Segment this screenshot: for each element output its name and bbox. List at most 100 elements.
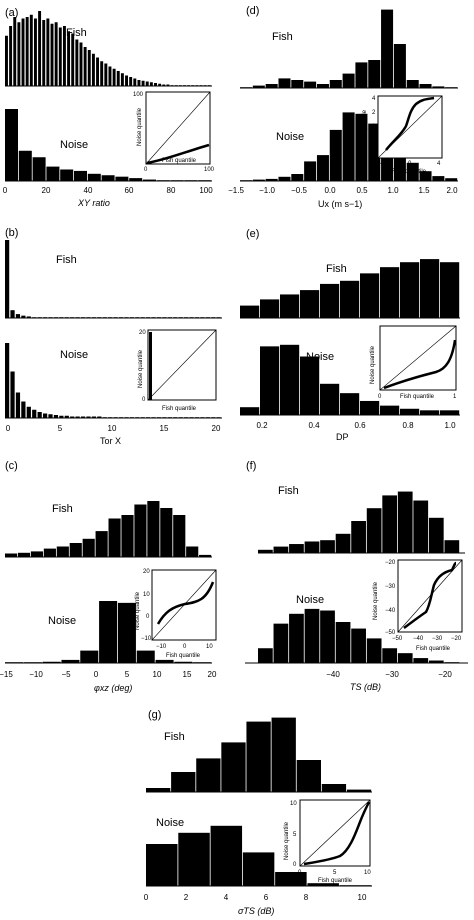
x-tick-label: −40 [326, 670, 340, 679]
inset-ylabel: Noise quantile [362, 109, 368, 148]
x-axis-label: Tor X [100, 436, 121, 446]
histogram-bar [60, 169, 74, 181]
x-tick-label: −10 [29, 670, 43, 679]
x-tick-label: 20 [212, 424, 221, 433]
noise-label: Noise [48, 615, 76, 627]
x-tick-label: −15 [0, 670, 13, 679]
histogram-bar [210, 825, 243, 886]
inset-xtick: 0 [378, 394, 382, 400]
fish-label: Fish [272, 31, 293, 43]
inset-xlabel: Fish quantile [166, 653, 201, 659]
inset-xlabel: Fish quantile [392, 169, 427, 175]
inset-xtick: 0 [144, 167, 148, 173]
x-tick-label: −1.0 [259, 186, 275, 195]
qq-inset: Noise quantile 0 1 Fish quantile [370, 325, 457, 400]
x-axis-label: DP [336, 432, 349, 442]
histogram-bar [145, 81, 149, 86]
x-tick-label: 0 [144, 893, 149, 902]
x-tick-label: 2.0 [446, 186, 458, 195]
histogram-bar [186, 546, 199, 557]
histogram-bar [321, 784, 347, 792]
panel-label: (a) [5, 7, 18, 19]
inset-xlabel: Fish quantile [162, 406, 197, 412]
x-axis-label: φxz (deg) [94, 683, 132, 693]
x-tick-label: 1.0 [387, 186, 399, 195]
histogram-bar [406, 162, 419, 181]
histogram-bar [320, 283, 340, 318]
histogram-bar [260, 346, 280, 415]
qq-inset: Fish quantile Noise quantile 0 100 100 [133, 91, 215, 173]
panel-c: (c) Fish Noise −15 −10 −5 0 5 10 15 20 φxz (deg… [0, 460, 217, 693]
histogram-bar [252, 85, 265, 88]
histogram-bar [59, 415, 64, 418]
histogram-bar [158, 83, 162, 86]
inset-ytick: 20 [139, 330, 146, 336]
histogram-bar [329, 80, 342, 88]
x-tick-label: 5 [125, 670, 130, 679]
inset-xtick: 100 [204, 167, 215, 173]
histogram-bar [26, 406, 31, 418]
inset-ytick: 100 [133, 92, 144, 98]
histogram-bar [271, 717, 296, 792]
histogram-bar [137, 80, 141, 86]
histogram-bar [291, 80, 304, 88]
histogram-bar [273, 623, 289, 663]
histogram-bar [329, 129, 342, 181]
histogram-bar [304, 161, 317, 181]
inset-qq-curve [303, 801, 371, 866]
noise-label: Noise [306, 351, 334, 363]
x-tick-label: 80 [167, 186, 176, 195]
histogram-bar [149, 82, 153, 86]
histogram-bar [21, 315, 26, 318]
histogram-bar [82, 538, 95, 557]
histogram-bar [147, 501, 160, 557]
histogram-bar [258, 648, 273, 663]
inset-ylabel: Noise quantile [138, 349, 144, 388]
histogram-bar [5, 35, 8, 86]
panel-f: (f) Fish Noise −40 −30 −20 TS (dB) Noise q… [245, 460, 468, 692]
histogram-bar [80, 650, 99, 663]
histogram-bar [43, 548, 56, 557]
x-tick-label: 6 [264, 893, 269, 902]
inset-xtick: −20 [451, 636, 462, 642]
fish-label: Fish [66, 27, 87, 39]
histogram-bar [381, 9, 394, 89]
inset-ytick: 10 [143, 592, 150, 598]
x-axis-label: XY ratio [77, 198, 110, 208]
inset-reference-line [147, 329, 217, 401]
noise-histogram [146, 825, 372, 886]
histogram-bar [56, 546, 69, 557]
histogram-bar [116, 71, 120, 86]
inset-ytick: 0 [142, 397, 146, 403]
histogram-bar [296, 760, 321, 792]
panel-b: (b) Fish Noise 0 5 10 15 20 Tor X Fish quant… [5, 227, 222, 446]
qq-inset: Noise quantile −4 0 4 Fish quantile 4 2 … [362, 95, 443, 175]
histogram-bar [393, 44, 406, 88]
inset-xtick: −10 [156, 644, 167, 650]
histogram-bar [26, 316, 31, 318]
histogram-bar [440, 410, 460, 415]
histogram-bar [154, 83, 157, 86]
histogram-bar [252, 179, 265, 181]
histogram-bar [368, 60, 381, 88]
histogram-bar [335, 533, 351, 553]
inset-reference-line [397, 559, 463, 633]
histogram-bar [99, 601, 118, 663]
inset-xtick: 0 [408, 161, 412, 167]
histogram-bar [74, 170, 87, 181]
histogram-bar [115, 176, 129, 181]
inset-qq-curve [403, 561, 457, 630]
inset-ytick: −4 [369, 153, 377, 159]
histogram-bar [18, 150, 32, 181]
noise-label: Noise [60, 139, 88, 151]
histogram-bar [240, 305, 260, 318]
histogram-bar [108, 518, 121, 557]
fish-label: Fish [326, 263, 347, 275]
histogram-bar [351, 521, 366, 553]
inset-ytick: 5 [293, 832, 297, 838]
inset-qq-curve [383, 339, 457, 390]
panel-label: (d) [246, 5, 259, 17]
inset-ytick: 0 [146, 614, 150, 620]
histogram-bar [171, 772, 196, 792]
